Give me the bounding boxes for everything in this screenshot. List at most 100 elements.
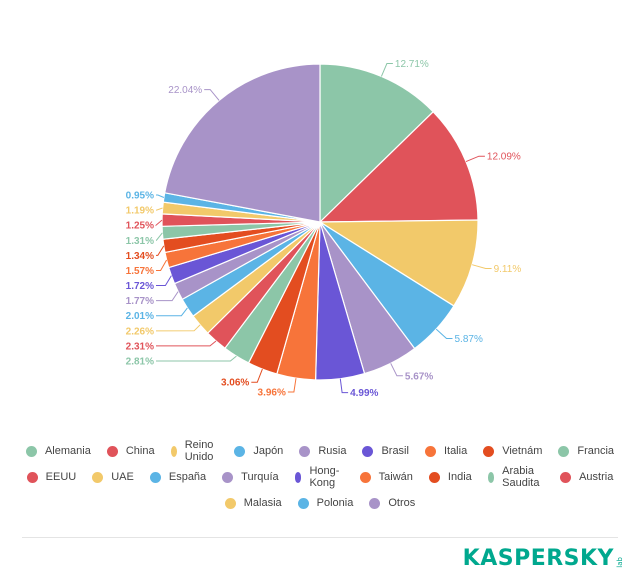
legend-label: Hong-Kong [309,465,340,489]
data-label-group-brasil: 4.99% [339,378,379,399]
leader-line-rusia [390,363,403,377]
data-label-group-uae: 2.26% [126,324,201,337]
legend-swatch [424,445,436,457]
data-label-hong-kong: 1.72% [126,281,154,292]
data-label-austria: 1.25% [126,221,154,232]
legend-item-reino-unido: Reino Unido [170,439,219,463]
legend-label: UAE [111,471,134,483]
data-label-group-india: 1.34% [126,245,165,262]
data-label-group-francia: 2.81% [126,355,237,368]
legend-swatch [170,445,177,457]
legend-label: Turquía [241,471,279,483]
data-label-group-japon: 5.87% [435,328,483,345]
data-label-arabia-saudita: 1.31% [126,236,154,247]
leader-line-malasia [155,207,163,211]
legend-item-hong-kong: Hong-Kong [294,465,344,489]
legend-item-francia: Francia [558,445,614,457]
data-label-group-arabia-saudita: 1.31% [126,232,163,247]
legend-item-india: India [428,471,472,483]
leader-line-francia [156,355,237,362]
legend-swatch [362,445,374,457]
legend-item-rusia: Rusia [299,445,346,457]
legend-swatch [234,445,246,457]
legend-row-3: Malasia Polonia Otros [20,490,620,516]
legend-label: España [168,471,207,483]
legend-item-china: China [106,445,155,457]
legend-swatch [558,445,570,457]
pie-slice-reino-unido [317,219,479,307]
legend-label: Polonia [316,497,354,509]
legend-swatch [359,471,371,483]
data-label-group-hong-kong: 1.72% [126,275,172,292]
data-label-reino-unido: 9.11% [494,264,522,275]
legend-swatch [297,497,309,509]
data-label-alemania: 12.71% [395,59,429,70]
legend-row-2: EEUU UAE España Turquía Hong-Kong Taiwán India… [20,464,620,490]
legend-swatch [560,471,572,483]
legend-label: Brasil [381,445,409,457]
legend-item-japon: Japón [234,445,283,457]
data-label-taiwan: 1.57% [126,266,154,277]
data-label-uae: 2.26% [126,326,154,337]
data-label-group-austria: 1.25% [126,219,163,232]
legend-item-malasia: Malasia [224,497,282,509]
legend-label: Arabia Saudita [502,465,540,489]
legend-label: EEUU [45,471,77,483]
legend-swatch [483,445,495,457]
leader-line-eeuu [155,340,217,347]
logo-suffix: lab [616,557,624,568]
legend-swatch [92,471,104,483]
data-label-eeuu: 2.31% [126,341,154,352]
data-label-polonia: 0.95% [126,191,154,202]
legend-item-austria: Austria [560,471,613,483]
leader-line-alemania [380,63,393,77]
legend-item-vietnam: Vietnám [483,445,542,457]
legend-label: Francia [577,445,615,457]
leader-line-otros [204,89,220,101]
data-label-group-rusia: 5.67% [390,363,433,382]
legend-row-1: Alemania China Reino Unido Japón Rusia Brasil… [20,438,620,464]
data-label-group-polonia: 0.95% [126,191,165,202]
legend-item-turquia: Turquía [222,471,279,483]
data-label-italia: 3.96% [258,388,286,399]
data-label-group-malasia: 1.19% [126,206,163,217]
legend-item-uae: UAE [92,471,134,483]
legend-item-alemania: Alemania [25,445,91,457]
footer-divider [22,537,618,538]
data-label-group-espana: 2.01% [126,307,188,322]
legend-label: China [125,445,155,457]
legend-item-italia: Italia [424,445,467,457]
legend-label: Taiwán [378,471,413,483]
data-label-china: 12.09% [487,152,521,163]
legend-swatch [106,445,118,457]
legend-swatch [299,445,311,457]
leader-line-vietnam [251,368,263,383]
legend-swatch [26,471,38,483]
data-label-francia: 2.81% [126,357,154,368]
data-label-group-otros: 22.04% [168,85,220,101]
leader-line-brasil [339,378,349,394]
data-label-malasia: 1.19% [126,206,154,217]
legend-label: Reino Unido [184,439,214,463]
legend-swatch [294,471,302,483]
leader-line-reino-unido [471,264,492,269]
leader-line-taiwan [155,259,168,272]
legend-label: Vietnám [502,445,543,457]
pie-slice-alemania [319,63,435,224]
data-label-otros: 22.04% [168,85,202,96]
legend-label: Rusia [318,445,347,457]
data-label-group-turquia: 1.77% [126,291,179,307]
leader-line-india [155,245,165,256]
data-label-brasil: 4.99% [350,388,378,399]
pie-slice-otros [164,63,321,223]
data-label-group-reino-unido: 9.11% [471,264,522,275]
data-label-group-taiwan: 1.57% [126,259,168,277]
data-label-group-china: 12.09% [465,152,521,163]
legend-item-otros: Otros [369,497,415,509]
legend-swatch [149,471,161,483]
logo-text: KASPERSKY [462,546,614,571]
legend-item-taiwan: Taiwán [359,471,413,483]
data-label-vietnam: 3.06% [221,378,249,389]
kaspersky-logo: KASPERSKY lab [463,546,624,571]
leader-line-hong-kong [155,275,172,287]
